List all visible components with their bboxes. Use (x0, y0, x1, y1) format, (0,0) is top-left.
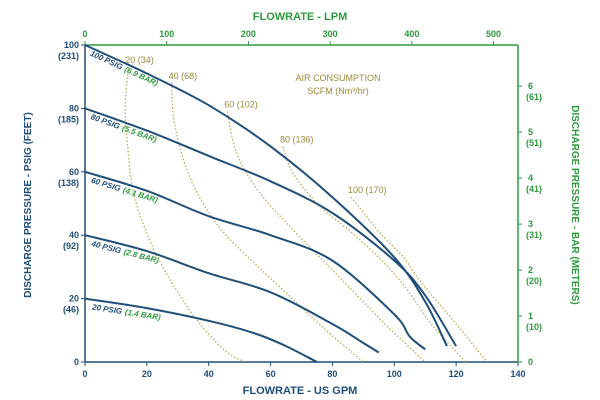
curve-label: 60 PSIG(4.1 BAR) (90, 176, 159, 205)
x-tick-label: 120 (449, 369, 464, 379)
top-tick-label: 500 (486, 29, 501, 39)
right-tick-label: 5 (528, 127, 533, 137)
y-tick-label: 100 (64, 40, 79, 50)
y-tick-sublabel: (46) (63, 305, 79, 315)
x-tick-label: 140 (510, 369, 525, 379)
right-tick-sublabel: (31) (526, 230, 542, 240)
x-tick-label: 60 (266, 369, 276, 379)
air-line-label: 100 (170) (348, 185, 387, 195)
right-tick-sublabel: (20) (526, 276, 542, 286)
curve-label-psig: 60 PSIG(4.1 BAR) (90, 176, 159, 205)
right-tick-label: 0 (528, 357, 533, 367)
curve-label-psig: 80 PSIG(5.5 BAR) (90, 112, 159, 144)
y-tick-sublabel: (231) (58, 51, 79, 61)
y-tick-label: 0 (74, 357, 79, 367)
right-tick-sublabel: (61) (526, 92, 542, 102)
right-tick-label: 6 (528, 81, 533, 91)
top-tick-label: 400 (404, 29, 419, 39)
right-tick-sublabel: (10) (526, 322, 542, 332)
right-tick-sublabel: (41) (526, 184, 542, 194)
pressure-curve (84, 234, 380, 354)
pressure-curve (84, 297, 318, 363)
air-consumption-title: AIR CONSUMPTION (295, 73, 380, 83)
y-tick-sublabel: (138) (58, 178, 79, 188)
air-consumption-line (170, 82, 364, 363)
right-axis-title: DISCHARGE PRESSURE - BAR (METERS) (569, 105, 580, 304)
x-axis-title: FLOWRATE - US GPM (243, 385, 358, 397)
right-tick-label: 2 (528, 265, 533, 275)
left-axis-title: DISCHARGE PRESSURE - PSIG (FEET) (23, 112, 34, 298)
air-line-label: 60 (102) (224, 100, 258, 110)
right-tick-label: 1 (528, 311, 533, 321)
air-consumption-line (350, 196, 488, 363)
right-tick-sublabel: (51) (526, 138, 542, 148)
air-consumption-line (124, 67, 247, 363)
top-tick-label: 0 (82, 29, 87, 39)
y-tick-label: 20 (69, 294, 79, 304)
x-tick-label: 80 (327, 369, 337, 379)
pressure-curve (84, 107, 457, 347)
y-tick-label: 80 (69, 103, 79, 113)
top-tick-label: 300 (323, 29, 338, 39)
air-line-label: 20 (34) (125, 55, 154, 65)
x-tick-label: 40 (204, 369, 214, 379)
air-line-label: 40 (68) (169, 71, 198, 81)
air-line-label: 80 (136) (280, 134, 314, 144)
pressure-curve (84, 170, 426, 351)
curve-label: 80 PSIG(5.5 BAR) (90, 112, 159, 144)
x-tick-label: 0 (82, 369, 87, 379)
x-tick-label: 20 (142, 369, 152, 379)
air-consumption-line (226, 111, 426, 363)
air-consumption-line (282, 146, 466, 363)
air-consumption-units: SCFM (Nm³/hr) (307, 86, 369, 96)
right-tick-label: 4 (528, 173, 533, 183)
top-tick-label: 100 (159, 29, 174, 39)
y-tick-label: 60 (69, 167, 79, 177)
curve-label-bar: (6.9 BAR) (123, 65, 160, 88)
pressure-curve (84, 44, 448, 347)
y-tick-sublabel: (185) (58, 114, 79, 124)
top-axis-title: FLOWRATE - LPM (253, 11, 348, 23)
right-tick-label: 3 (528, 219, 533, 229)
y-tick-label: 40 (69, 230, 79, 240)
top-tick-label: 200 (241, 29, 256, 39)
y-tick-sublabel: (92) (63, 241, 79, 251)
x-tick-label: 100 (387, 369, 402, 379)
